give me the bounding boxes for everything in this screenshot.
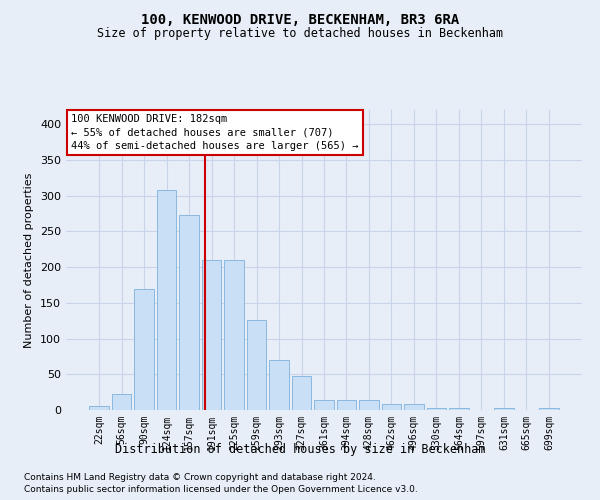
Bar <box>292 376 311 410</box>
Bar <box>449 408 469 410</box>
Bar <box>224 260 244 410</box>
Text: 100, KENWOOD DRIVE, BECKENHAM, BR3 6RA: 100, KENWOOD DRIVE, BECKENHAM, BR3 6RA <box>141 12 459 26</box>
Bar <box>539 408 559 410</box>
Text: Contains public sector information licensed under the Open Government Licence v3: Contains public sector information licen… <box>24 485 418 494</box>
Bar <box>269 360 289 410</box>
Bar <box>494 408 514 410</box>
Bar <box>247 320 266 410</box>
Bar <box>179 215 199 410</box>
Bar <box>112 394 131 410</box>
Bar <box>382 404 401 410</box>
Bar <box>157 190 176 410</box>
Bar <box>202 260 221 410</box>
Text: Contains HM Land Registry data © Crown copyright and database right 2024.: Contains HM Land Registry data © Crown c… <box>24 472 376 482</box>
Text: 100 KENWOOD DRIVE: 182sqm
← 55% of detached houses are smaller (707)
44% of semi: 100 KENWOOD DRIVE: 182sqm ← 55% of detac… <box>71 114 359 151</box>
Bar <box>134 288 154 410</box>
Text: Distribution of detached houses by size in Beckenham: Distribution of detached houses by size … <box>115 442 485 456</box>
Bar <box>404 404 424 410</box>
Y-axis label: Number of detached properties: Number of detached properties <box>25 172 34 348</box>
Bar <box>427 408 446 410</box>
Bar <box>314 400 334 410</box>
Bar <box>359 400 379 410</box>
Bar <box>337 400 356 410</box>
Bar <box>89 406 109 410</box>
Text: Size of property relative to detached houses in Beckenham: Size of property relative to detached ho… <box>97 28 503 40</box>
